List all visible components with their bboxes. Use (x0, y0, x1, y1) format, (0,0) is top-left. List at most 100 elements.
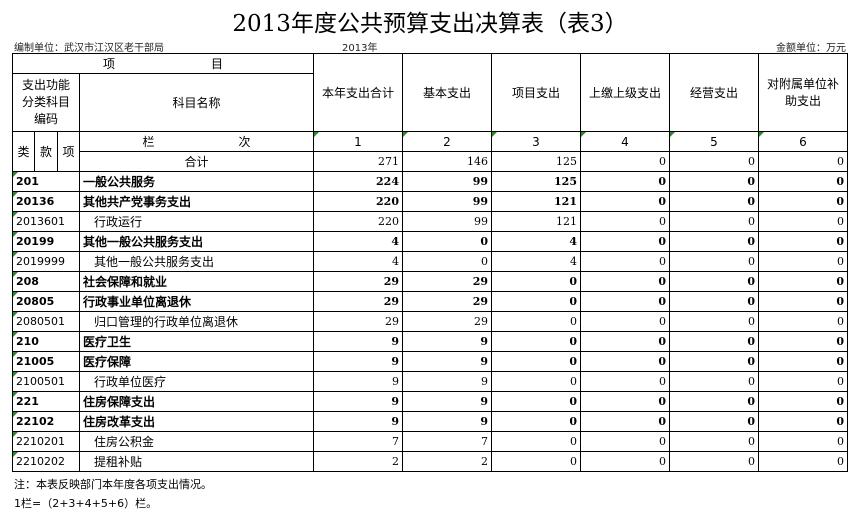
row-value: 0 (580, 391, 670, 412)
row-name: 行政运行 (79, 211, 314, 232)
row-code: 22102 (12, 411, 80, 432)
table-row: 20136 其他共产党事务支出 220 99 121 0 0 0 (12, 191, 848, 212)
table-row: 2019999 其他一般公共服务支出 4 0 4 0 0 0 (12, 251, 848, 272)
row-value: 7 (313, 431, 403, 452)
total-value: 0 (580, 151, 670, 172)
row-value: 0 (580, 411, 670, 432)
year: 2013年 (342, 43, 378, 54)
row-name: 一般公共服务 (79, 171, 314, 192)
row-value: 0 (491, 371, 581, 392)
row-code: 221 (12, 391, 80, 412)
row-value: 224 (313, 171, 403, 192)
row-value: 0 (758, 291, 848, 312)
row-name: 其他一般公共服务支出 (79, 231, 314, 252)
row-value: 0 (669, 211, 759, 232)
row-value: 9 (402, 391, 492, 412)
row-value: 121 (491, 211, 581, 232)
row-value: 9 (402, 411, 492, 432)
row-code: 2019999 (12, 251, 80, 272)
row-name: 住房保障支出 (79, 391, 314, 412)
table-row: 208 社会保障和就业 29 29 0 0 0 0 (12, 271, 848, 292)
row-value: 0 (580, 371, 670, 392)
row-name: 行政事业单位离退休 (79, 291, 314, 312)
row-value: 29 (402, 271, 492, 292)
row-name: 提租补贴 (79, 451, 314, 472)
row-name: 行政单位医疗 (79, 371, 314, 392)
row-value: 0 (491, 351, 581, 372)
row-code: 208 (12, 271, 80, 292)
row-value: 0 (669, 431, 759, 452)
row-value: 0 (669, 311, 759, 332)
row-value: 7 (402, 431, 492, 452)
row-value: 4 (313, 231, 403, 252)
row-value: 29 (313, 271, 403, 292)
header-kuan: 款 (34, 131, 58, 172)
row-value: 0 (580, 451, 670, 472)
row-value: 0 (402, 251, 492, 272)
row-value: 29 (402, 291, 492, 312)
row-code: 20136 (12, 191, 80, 212)
row-value: 9 (313, 391, 403, 412)
table-row: 201 一般公共服务 224 99 125 0 0 0 (12, 171, 848, 192)
header-col: 上缴上级支出 (580, 53, 670, 132)
row-value: 9 (402, 351, 492, 372)
row-code: 2100501 (12, 371, 80, 392)
row-name: 社会保障和就业 (79, 271, 314, 292)
table-row: 20199 其他一般公共服务支出 4 0 4 0 0 0 (12, 231, 848, 252)
header-name: 科目名称 (79, 73, 314, 132)
header-col: 本年支出合计 (313, 53, 403, 132)
row-value: 0 (580, 331, 670, 352)
row-value: 220 (313, 191, 403, 212)
row-value: 0 (669, 391, 759, 412)
row-value: 2 (402, 451, 492, 472)
row-value: 0 (580, 231, 670, 252)
row-code: 2210202 (12, 451, 80, 472)
total-label: 合计 (79, 151, 314, 172)
row-value: 0 (669, 351, 759, 372)
row-code: 2013601 (12, 211, 80, 232)
row-value: 0 (758, 251, 848, 272)
col-num: 3 (491, 131, 581, 152)
row-name: 其他一般公共服务支出 (79, 251, 314, 272)
row-value: 0 (491, 331, 581, 352)
col-num: 5 (669, 131, 759, 152)
row-value: 0 (669, 371, 759, 392)
row-value: 121 (491, 191, 581, 212)
row-value: 9 (313, 351, 403, 372)
row-value: 0 (580, 211, 670, 232)
row-value: 0 (669, 451, 759, 472)
row-value: 0 (491, 411, 581, 432)
table-row: 22102 住房改革支出 9 9 0 0 0 0 (12, 411, 848, 432)
row-value: 4 (491, 251, 581, 272)
header-lanci: 栏 次 (79, 131, 314, 152)
total-row: 合计 271 146 125 0 0 0 (13, 151, 848, 172)
total-value: 271 (313, 151, 403, 172)
table-row: 2210202 提租补贴 2 2 0 0 0 0 (12, 451, 848, 472)
row-value: 0 (402, 231, 492, 252)
header-xiang: 项 (57, 131, 80, 172)
budget-table: 项 目 本年支出合计 基本支出 项目支出 上缴上级支出 经营支出 对附属单位补助… (12, 53, 848, 472)
row-value: 9 (313, 371, 403, 392)
row-value: 29 (313, 291, 403, 312)
row-name: 其他共产党事务支出 (79, 191, 314, 212)
row-value: 0 (758, 271, 848, 292)
row-value: 0 (669, 231, 759, 252)
row-code: 210 (12, 331, 80, 352)
money-unit: 金额单位：万元 (776, 43, 846, 54)
row-value: 0 (758, 231, 848, 252)
row-value: 0 (758, 171, 848, 192)
header-col: 经营支出 (669, 53, 759, 132)
row-value: 29 (402, 311, 492, 332)
table-row: 21005 医疗保障 9 9 0 0 0 0 (12, 351, 848, 372)
row-value: 0 (758, 371, 848, 392)
total-value: 0 (758, 151, 848, 172)
row-value: 0 (758, 311, 848, 332)
compiling-unit: 编制单位：武汉市江汉区老干部局 (14, 43, 164, 54)
row-value: 0 (580, 191, 670, 212)
row-value: 99 (402, 211, 492, 232)
row-code: 201 (12, 171, 80, 192)
row-value: 0 (758, 191, 848, 212)
row-value: 0 (669, 411, 759, 432)
total-value: 146 (402, 151, 492, 172)
table-row: 2080501 归口管理的行政单位离退休 29 29 0 0 0 0 (12, 311, 848, 332)
